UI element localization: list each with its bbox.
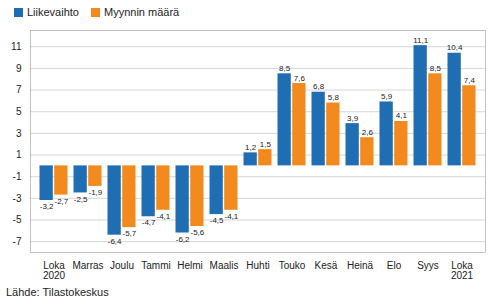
svg-text:Heinä: Heinä bbox=[347, 260, 374, 271]
svg-text:3,9: 3,9 bbox=[347, 114, 359, 123]
html-text:Lähde: Tilastokeskus: Lähde: Tilastokeskus bbox=[6, 286, 109, 298]
svg-text:2,6: 2,6 bbox=[362, 128, 374, 137]
svg-text:Maalis: Maalis bbox=[210, 260, 239, 271]
svg-text:Joulu: Joulu bbox=[110, 260, 134, 271]
svg-text:8,5: 8,5 bbox=[430, 64, 442, 73]
svg-text:Loka2021: Loka2021 bbox=[451, 260, 474, 281]
svg-text:-6,4: -6,4 bbox=[108, 237, 122, 246]
svg-text:Touko: Touko bbox=[279, 260, 306, 271]
html-text:Myynnin määrä: Myynnin määrä bbox=[104, 5, 180, 18]
svg-text:Loka2020: Loka2020 bbox=[43, 260, 66, 281]
svg-text:Huhti: Huhti bbox=[246, 260, 269, 271]
html-text:Liikevaihto: Liikevaihto bbox=[27, 5, 79, 18]
svg-text:10,4: 10,4 bbox=[447, 43, 463, 52]
svg-text:8,5: 8,5 bbox=[279, 64, 291, 73]
svg-text:-2,7: -2,7 bbox=[54, 197, 68, 206]
svg-text:-1,9: -1,9 bbox=[88, 188, 102, 197]
svg-text:Elo: Elo bbox=[387, 260, 402, 271]
svg-text:-5,6: -5,6 bbox=[190, 228, 204, 237]
svg-text:7,6: 7,6 bbox=[294, 74, 306, 83]
svg-text:5: 5 bbox=[16, 106, 22, 117]
svg-text:7: 7 bbox=[16, 84, 22, 95]
svg-text:7,4: 7,4 bbox=[464, 76, 476, 85]
svg-text:-4,1: -4,1 bbox=[224, 212, 238, 221]
svg-text:5,8: 5,8 bbox=[328, 93, 340, 102]
svg-text:-5,7: -5,7 bbox=[122, 229, 136, 238]
svg-text:1,2: 1,2 bbox=[245, 143, 257, 152]
svg-text:Marras: Marras bbox=[72, 260, 103, 271]
svg-text:11: 11 bbox=[11, 41, 22, 52]
svg-text:-4,7: -4,7 bbox=[142, 218, 156, 227]
svg-text:-2,5: -2,5 bbox=[74, 195, 88, 204]
svg-text:11,1: 11,1 bbox=[413, 36, 429, 45]
svg-text:Tammi: Tammi bbox=[141, 260, 170, 271]
svg-text:Syys: Syys bbox=[417, 260, 439, 271]
svg-text:-7: -7 bbox=[13, 236, 22, 247]
svg-text:-5: -5 bbox=[13, 214, 22, 225]
svg-text:9: 9 bbox=[16, 63, 22, 74]
svg-text:Helmi: Helmi bbox=[177, 260, 203, 271]
svg-text:3: 3 bbox=[16, 128, 22, 139]
svg-text:5,9: 5,9 bbox=[381, 92, 393, 101]
svg-text:-4,1: -4,1 bbox=[156, 212, 170, 221]
svg-text:-6,2: -6,2 bbox=[176, 235, 190, 244]
svg-text:-3: -3 bbox=[13, 193, 22, 204]
svg-text:-1: -1 bbox=[13, 171, 22, 182]
svg-text:6,8: 6,8 bbox=[313, 82, 325, 91]
svg-text:4,1: 4,1 bbox=[396, 111, 408, 120]
svg-text:-3,2: -3,2 bbox=[40, 202, 54, 211]
svg-text:-4,5: -4,5 bbox=[210, 216, 224, 225]
svg-text:Kesä: Kesä bbox=[315, 260, 338, 271]
svg-text:1: 1 bbox=[16, 149, 22, 160]
svg-text:1,5: 1,5 bbox=[260, 140, 272, 149]
